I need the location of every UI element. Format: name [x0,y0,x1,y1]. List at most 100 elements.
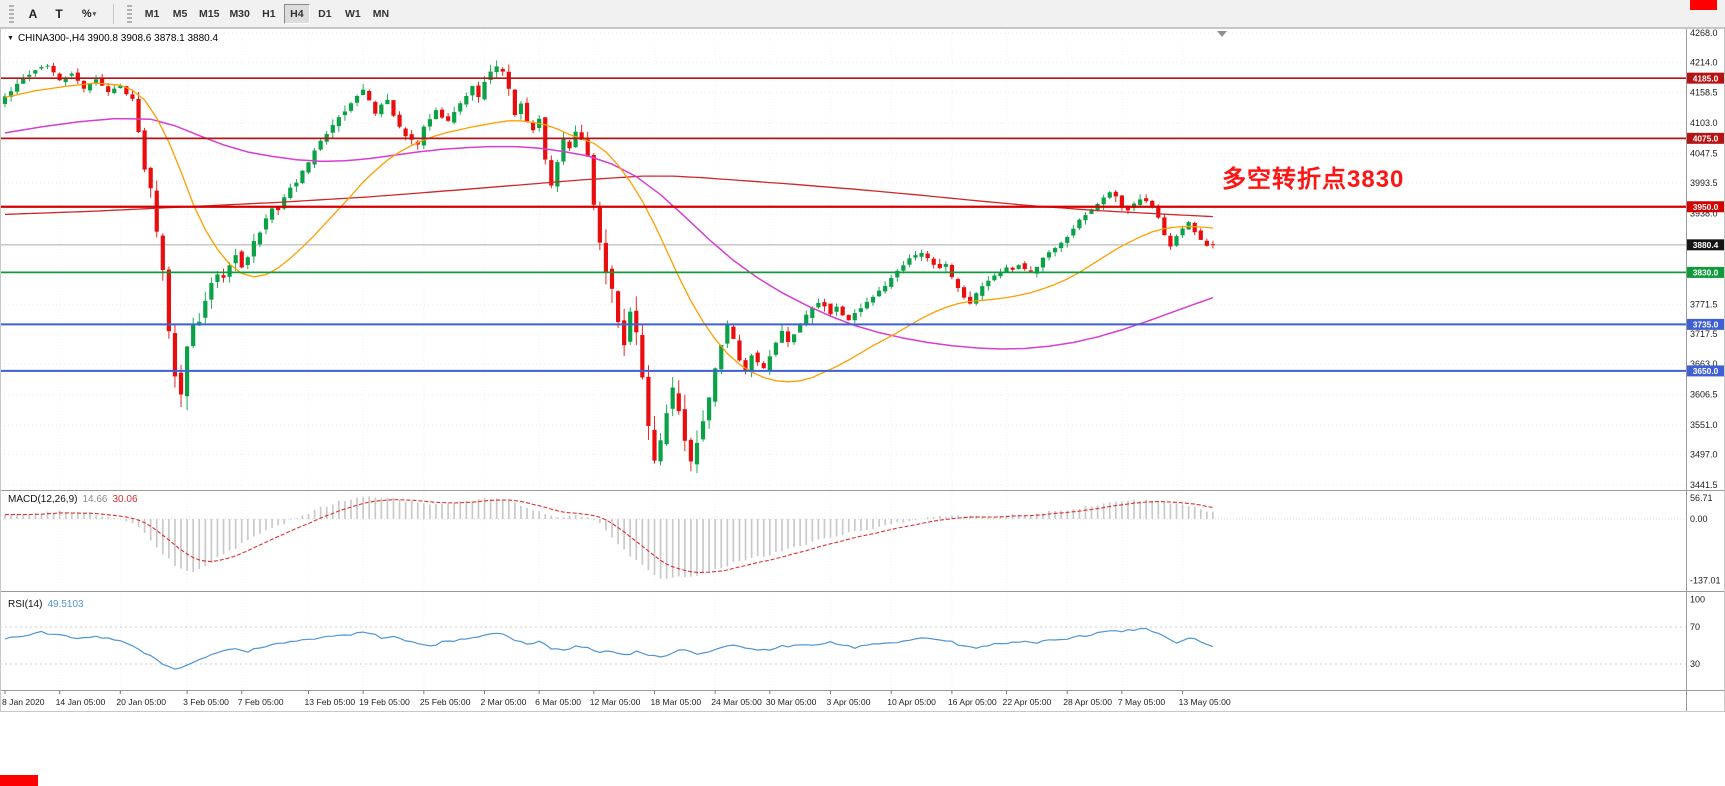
svg-text:4075.0: 4075.0 [1693,134,1719,144]
svg-text:100: 100 [1690,594,1705,604]
macd-name: MACD(12,26,9) [8,494,78,505]
svg-text:13 May 05:00: 13 May 05:00 [1179,697,1231,707]
timeframe-button-d1[interactable]: D1 [312,4,338,24]
toolbar-separator [113,3,114,24]
rsi-name: RSI(14) [8,599,43,610]
svg-text:3771.5: 3771.5 [1690,299,1718,309]
macd-main-value: 14.66 [82,494,108,505]
svg-text:7 May 05:00: 7 May 05:00 [1118,697,1166,707]
candles [2,60,1216,474]
svg-text:56.71: 56.71 [1690,493,1713,503]
svg-text:70: 70 [1690,622,1700,632]
svg-text:14 Jan 05:00: 14 Jan 05:00 [56,697,106,707]
level-lines [0,31,1686,372]
svg-text:30: 30 [1690,659,1700,669]
svg-text:3551.0: 3551.0 [1690,420,1718,430]
svg-text:4185.0: 4185.0 [1693,73,1719,83]
svg-text:25 Feb 05:00: 25 Feb 05:00 [420,697,471,707]
price-chart-canvas[interactable]: 4268.0 4214.0 4158.5 4103.0 4047.5 3993.5 3938… [0,28,1725,712]
svg-text:3663.0: 3663.0 [1690,359,1718,369]
price-badge-3880.4 [1687,239,1724,251]
timeframe-button-h1[interactable]: H1 [256,4,282,24]
timeframe-button-h4[interactable]: H4 [283,3,310,24]
timeframe-toolbar-grip[interactable] [127,4,132,23]
timeframe-button-m1[interactable]: M1 [139,4,165,24]
svg-text:3 Apr 05:00: 3 Apr 05:00 [827,697,871,707]
text-tool-button[interactable]: A [21,3,45,25]
svg-text:3717.5: 3717.5 [1690,329,1718,339]
macd-panel [0,496,1686,579]
svg-text:18 Mar 05:00: 18 Mar 05:00 [650,697,701,707]
timeframe-button-m5[interactable]: M5 [167,4,193,24]
rsi-panel [0,626,1686,670]
macd-signal-value: 30.06 [112,494,138,505]
svg-text:3830.0: 3830.0 [1693,268,1719,278]
chart-title-text: CHINA300-,H4 3900.8 3908.6 3878.1 3880.4 [17,33,219,44]
macd-signal-line [5,499,1213,574]
price-badge-3735.0 [1687,318,1724,330]
svg-text:13 Feb 05:00: 13 Feb 05:00 [305,697,356,707]
svg-text:24 Mar 05:00: 24 Mar 05:00 [711,697,762,707]
svg-text:3993.5: 3993.5 [1690,178,1718,188]
rsi-value: 49.5103 [47,599,84,610]
svg-text:0.00: 0.00 [1690,514,1708,524]
svg-text:2 Mar 05:00: 2 Mar 05:00 [481,697,527,707]
svg-text:3441.5: 3441.5 [1690,480,1718,490]
svg-text:28 Apr 05:00: 28 Apr 05:00 [1063,697,1112,707]
caret-down-icon: ▾ [92,10,97,18]
svg-text:3950.0: 3950.0 [1693,202,1719,212]
chart-title: ▼ CHINA300-,H4 3900.8 3908.6 3878.1 3880… [7,33,218,44]
price-badge-3650.0 [1687,365,1724,377]
percent-icon: % [81,7,92,20]
svg-text:3497.0: 3497.0 [1690,450,1718,460]
chart-annotation-text: 多空转折点3830 [1222,166,1405,193]
svg-text:4103.0: 4103.0 [1690,118,1718,128]
svg-text:3 Feb 05:00: 3 Feb 05:00 [183,697,229,707]
price-badge-3830.0 [1687,266,1724,278]
svg-text:-137.01: -137.01 [1690,576,1721,586]
red-artifact-bottom-left [0,775,38,786]
svg-text:16 Apr 05:00: 16 Apr 05:00 [948,697,997,707]
timeframe-button-m30[interactable]: M30 [225,4,253,24]
price-badge-4075.0 [1687,132,1724,144]
svg-text:3650.0: 3650.0 [1693,366,1719,376]
moving-averages [4,82,1214,383]
timeframe-button-m15[interactable]: M15 [195,4,223,24]
svg-text:4047.5: 4047.5 [1690,148,1718,158]
svg-text:22 Apr 05:00: 22 Apr 05:00 [1003,697,1052,707]
svg-text:19 Feb 05:00: 19 Feb 05:00 [359,697,410,707]
label-tool-button[interactable]: T [47,3,71,25]
ma-fast-orange-line [4,82,1213,383]
svg-text:4214.0: 4214.0 [1690,57,1718,67]
collapse-arrow-icon[interactable]: ▼ [7,35,14,42]
svg-text:20 Jan 05:00: 20 Jan 05:00 [116,697,166,707]
chart-shift-marker-icon [1217,31,1227,37]
svg-text:3735.0: 3735.0 [1693,320,1719,330]
price-badges: 4185.0 4075.0 3950.0 3830.0 3735.0 3650.0 3880… [1687,72,1724,377]
bottom-margin [0,712,1725,786]
ma-long-red-line [4,175,1213,218]
svg-text:7 Feb 05:00: 7 Feb 05:00 [238,697,284,707]
price-badge-3950.0 [1687,201,1724,213]
price-badge-4185.0 [1687,72,1724,84]
svg-text:12 Mar 05:00: 12 Mar 05:00 [590,697,641,707]
toolbar: A T % ▾ M1 M5 M15 M30 H1 H4 D1 W1 MN [0,0,1725,28]
svg-text:8 Jan 2020: 8 Jan 2020 [2,697,45,707]
svg-text:4268.0: 4268.0 [1690,28,1718,38]
grid [0,30,1686,690]
red-artifact-top-right [1690,0,1717,10]
svg-text:10 Apr 05:00: 10 Apr 05:00 [887,697,936,707]
timeframe-button-mn[interactable]: MN [368,4,394,24]
svg-text:3880.4: 3880.4 [1693,240,1719,250]
timeframe-button-w1[interactable]: W1 [340,4,366,24]
svg-text:30 Mar 05:00: 30 Mar 05:00 [766,697,817,707]
fibo-tool-button[interactable]: % ▾ [73,3,105,25]
toolbar-drag-grip[interactable] [9,4,14,23]
svg-text:3606.5: 3606.5 [1690,390,1718,400]
svg-text:6 Mar 05:00: 6 Mar 05:00 [535,697,581,707]
timeframe-toolbar: M1 M5 M15 M30 H1 H4 D1 W1 MN [139,3,394,24]
svg-text:3938.0: 3938.0 [1690,208,1718,218]
rsi-line [4,627,1214,670]
rsi-indicator-label: RSI(14) 49.5103 [8,599,84,610]
